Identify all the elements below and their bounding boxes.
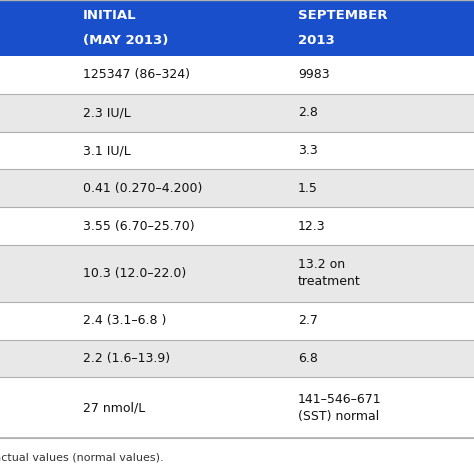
Bar (0, 377, 474, 438)
Text: 125347 (86–324): 125347 (86–324) (83, 68, 190, 82)
Text: 6.8: 6.8 (298, 352, 318, 365)
Bar (0, 132, 474, 170)
Text: 2013: 2013 (298, 34, 335, 47)
Bar (0, 302, 474, 340)
Text: 13.: 13. (473, 267, 474, 280)
Text: 13.2 on
treatment: 13.2 on treatment (298, 258, 361, 289)
Bar (0, 94, 474, 132)
Text: 1.5: 1.5 (298, 182, 318, 195)
Text: 9983: 9983 (298, 68, 329, 82)
Bar (0, 207, 474, 245)
Text: 2.8: 2.8 (298, 106, 318, 119)
Text: 0.41 (0.270–4.200): 0.41 (0.270–4.200) (83, 182, 202, 195)
Text: 141–546–671
(SST) normal: 141–546–671 (SST) normal (298, 393, 382, 423)
Text: 0.4: 0.4 (473, 182, 474, 195)
Text: 3.3: 3.3 (298, 144, 318, 157)
Text: (MAY 2013): (MAY 2013) (83, 34, 168, 47)
Text: 10.3 (12.0–22.0): 10.3 (12.0–22.0) (83, 267, 186, 280)
Bar (0, 170, 474, 207)
Text: SEPTEMBER: SEPTEMBER (298, 9, 388, 22)
Bar (0, 245, 474, 302)
Text: 46-: 46- (473, 401, 474, 414)
Text: 2.3 IU/L: 2.3 IU/L (83, 106, 131, 119)
Text: 116: 116 (473, 68, 474, 82)
Text: 6.6: 6.6 (473, 144, 474, 157)
Text: 3.1 IU/L: 3.1 IU/L (83, 144, 131, 157)
Text: 2.2 (1.6–13.9): 2.2 (1.6–13.9) (83, 352, 170, 365)
Text: 2.7: 2.7 (298, 314, 318, 327)
Text: 12.3: 12.3 (298, 219, 326, 233)
Text: a presented as actual values (normal values).: a presented as actual values (normal val… (0, 453, 164, 463)
Text: 16.: 16. (473, 219, 474, 233)
Text: 3.55 (6.70–25.70): 3.55 (6.70–25.70) (83, 219, 195, 233)
Bar (0, 340, 474, 377)
Text: 27 nmol/L: 27 nmol/L (83, 401, 145, 414)
Text: INITIAL: INITIAL (83, 9, 137, 22)
Bar (0, 0, 474, 56)
Text: 7.2: 7.2 (473, 352, 474, 365)
Text: 3.0: 3.0 (473, 106, 474, 119)
Text: 201: 201 (473, 34, 474, 47)
Text: 2.4 (3.1–6.8 ): 2.4 (3.1–6.8 ) (83, 314, 166, 327)
Text: FE: FE (473, 9, 474, 22)
Text: 3.7: 3.7 (473, 314, 474, 327)
Bar (0, 56, 474, 94)
